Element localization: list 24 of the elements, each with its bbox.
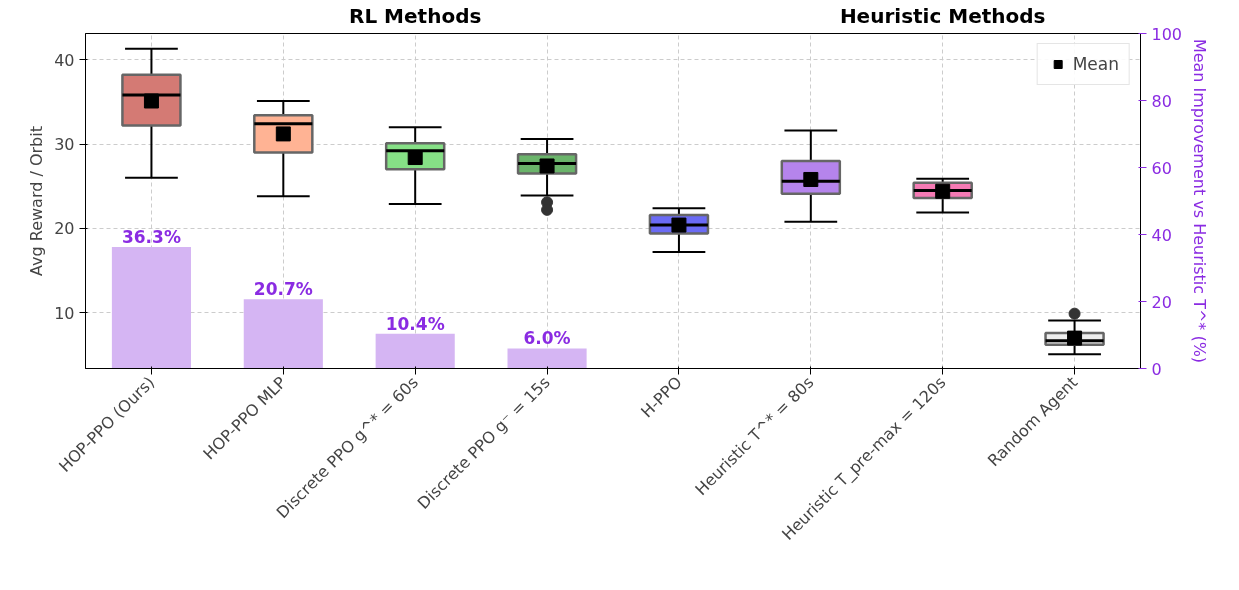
y2-tick-label: 40 [1151,225,1172,245]
y2-tick-label: 80 [1151,91,1172,111]
y2-tick-label: 20 [1151,292,1172,312]
legend-label: Mean [1072,54,1119,74]
bar [375,333,455,369]
y2-tick-label: 60 [1151,158,1172,178]
bar [111,246,191,369]
bar [243,299,323,369]
data-label: 6.0% [523,328,571,349]
data-label: 10.4% [385,313,445,334]
data-label: 36.3% [121,226,181,247]
data-label: 20.7% [253,279,313,300]
point [1067,330,1083,346]
y-tick-label: 10 [54,303,75,323]
y-axis-title: Avg Reward / Orbit [27,126,47,276]
text: Heuristic Methods [839,3,1046,28]
y-tick-label: 30 [54,135,75,155]
y-tick-label: 20 [54,219,75,239]
y2-axis-title: Mean Improvement vs Heuristic T^* (%) [1190,38,1210,364]
y2-tick-label: 0 [1151,359,1162,379]
y2-tick-label: 100 [1151,24,1183,44]
text: RL Methods [349,3,482,28]
bar [507,348,587,369]
y-tick-label: 40 [54,50,75,70]
